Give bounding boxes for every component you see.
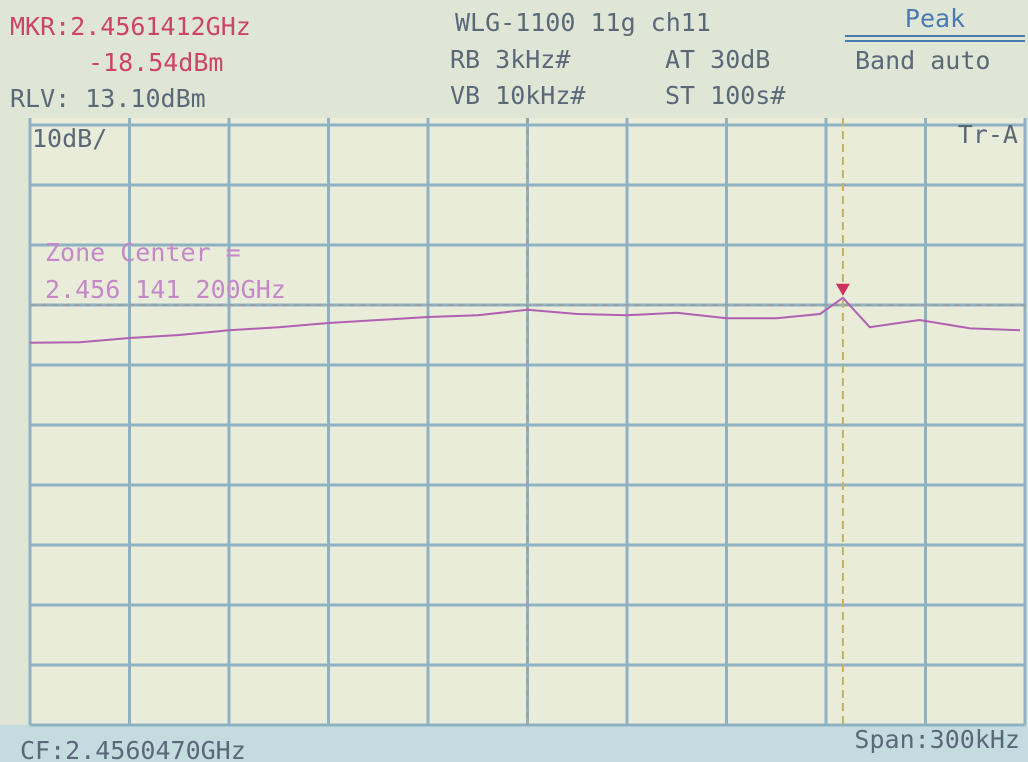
atten: AT 30dB xyxy=(665,45,770,74)
span: Span:300kHz xyxy=(854,725,1020,754)
zone-label: Zone Center = xyxy=(45,238,241,267)
vbw: VB 10kHz# xyxy=(450,81,585,110)
title: WLG-1100 11g ch11 xyxy=(455,8,711,37)
zone-freq: 2.456 141 200GHz xyxy=(45,275,286,304)
detector: Peak xyxy=(905,4,965,33)
center-freq: CF:2.4560470GHz xyxy=(20,736,246,762)
marker-freq: MKR:2.4561412GHz xyxy=(10,12,251,41)
scale: 10dB/ xyxy=(32,124,107,153)
rbw: RB 3kHz# xyxy=(450,45,570,74)
marker-level: -18.54dBm xyxy=(88,48,223,77)
trace-name: Tr-A xyxy=(958,120,1018,149)
sweep: ST 100s# xyxy=(665,81,785,110)
band: Band auto xyxy=(855,46,990,75)
ref-level: RLV: 13.10dBm xyxy=(10,84,206,113)
analyzer-screen: MKR:2.4561412GHz -18.54dBm RLV: 13.10dBm… xyxy=(0,0,1028,762)
